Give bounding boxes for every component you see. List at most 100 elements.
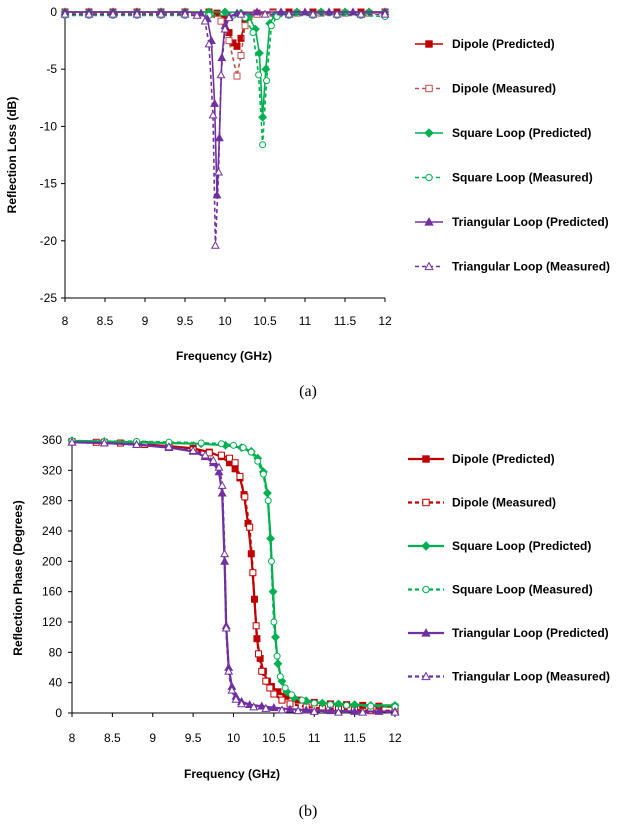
chart-a-x-tick-label: 12 <box>378 314 392 328</box>
chart-b-data-point <box>237 699 247 708</box>
chart-a-legend-label: Triangular Loop (Measured) <box>452 260 610 274</box>
chart-a-data-point <box>220 7 230 17</box>
chart-a-data-point <box>216 70 226 79</box>
chart-a-legend-marker <box>424 128 434 138</box>
chart-a-data-point <box>220 24 230 33</box>
chart-b-x-tick-label: 11 <box>308 731 321 745</box>
chart-b-legend-label: Triangular Loop (Measured) <box>452 670 610 684</box>
chart-a-y-tick-label: -25 <box>40 291 58 305</box>
chart-a-y-tick-label: -20 <box>40 234 58 248</box>
chart-a-plot: 8 8.5 9 9.5 10 10.5 11 11.5 12 0 -5 -10 -15 -20 -25 <box>40 5 392 328</box>
chart-b-data-point <box>231 694 241 703</box>
chart-b-data-point <box>261 703 271 712</box>
chart-b-data-point <box>273 652 281 660</box>
chart-a-legend-marker <box>425 84 433 93</box>
chart-b-legend: Dipole (Predicted) Dipole (Measured) Squar… <box>408 452 610 684</box>
chart-a-series-line <box>65 13 385 246</box>
chart-a-legend-marker <box>424 261 434 271</box>
chart-b-data-point <box>254 457 262 465</box>
chart-b-xlabel: Frequency (GHz) <box>184 767 280 781</box>
chart-b-data-point <box>358 707 368 716</box>
chart-b-data-point <box>267 557 275 565</box>
chart-a-x-tick-label: 8 <box>62 314 69 328</box>
chart-a-x-tick-label: 10 <box>218 314 232 328</box>
chart-a-data-point <box>267 22 275 30</box>
chart-b-data-point <box>208 455 218 464</box>
chart-a-legend-marker <box>425 173 433 182</box>
chart-a-y-tick-label: -15 <box>40 177 58 191</box>
chart-b-data-point <box>67 437 77 446</box>
chart-b-data-point <box>224 666 234 675</box>
chart-a-x-tick-label: 9 <box>142 314 149 328</box>
chart-b-data-point <box>249 702 259 711</box>
chart-a-series-line <box>65 12 385 77</box>
chart-b-series-line <box>71 440 396 708</box>
chart-a-data-point <box>233 42 241 50</box>
chart-a-y-tick-label: -5 <box>46 62 57 76</box>
chart-b-data-point <box>278 696 286 704</box>
chart-a-x-tick-label: 11.5 <box>334 314 357 328</box>
chart-b-legend-label: Triangular Loop (Predicted) <box>452 626 609 640</box>
chart-b-data-point <box>270 618 278 626</box>
chart-a-data-point <box>156 9 166 18</box>
chart-a-data-point <box>241 22 249 30</box>
chart-b-y-tick-label: 0 <box>55 706 62 720</box>
chart-b-data-point <box>288 691 296 699</box>
chart-a-data-point <box>380 9 390 18</box>
chart-b-y-tick-label: 240 <box>42 524 62 538</box>
chart-a-legend-label: Dipole (Predicted) <box>452 37 555 51</box>
chart-b-y-tick-label: 120 <box>42 615 62 629</box>
chart-b-x-tick-label: 9.5 <box>185 731 202 745</box>
chart-b-legend-item: Triangular Loop (Measured) <box>408 670 610 684</box>
chart-a-y-tick-label: -10 <box>40 119 58 133</box>
chart-b-data-point <box>264 497 272 505</box>
chart-a-data-point <box>237 51 245 59</box>
chart-a-data-point <box>263 77 271 85</box>
chart-b-y-tick-label: 80 <box>49 645 63 659</box>
chart-b-x-tick-label: 10.5 <box>262 731 286 745</box>
chart-b-data-point <box>132 439 142 448</box>
chart-a-data-point <box>259 141 267 149</box>
chart-b-plot: 8 8.5 9 9.5 10 10.5 11 11.5 12040801201602002402… <box>42 433 402 745</box>
chart-a-series-line <box>65 11 385 196</box>
chart-b-y-tick-label: 40 <box>49 676 63 690</box>
chart-b-data-point <box>241 493 249 501</box>
chart-b-series-1 <box>68 438 399 711</box>
chart-b-y-tick-label: 320 <box>42 463 62 477</box>
chart-b-data-point <box>343 701 351 709</box>
chart-b-series-3 <box>67 436 400 710</box>
chart-b-data-point <box>217 440 225 448</box>
chart-b-y-tick-label: 280 <box>42 494 62 508</box>
chart-a-legend-item: Triangular Loop (Measured) <box>415 260 610 274</box>
chart-b-legend-item: Square Loop (Predicted) <box>408 539 591 553</box>
chart-b-series-6 <box>67 437 400 716</box>
chart-b-data-point <box>99 438 109 447</box>
chart-a-xlabel: Frequency (GHz) <box>176 349 272 363</box>
chart-a-ylabel: Reflection Loss (dB) <box>5 97 19 214</box>
chart-b-x-tick-label: 12 <box>388 731 402 745</box>
chart-b-x-tick-label: 11.5 <box>343 731 366 745</box>
chart-b-series-5 <box>67 437 400 715</box>
chart-a-data-point <box>233 72 241 80</box>
chart-b-data-point <box>367 702 375 710</box>
chart-b-data-point <box>310 699 318 707</box>
chart-b-caption: (b) <box>299 803 318 820</box>
chart-b-legend-label: Dipole (Measured) <box>452 496 556 510</box>
chart-a-caption: (a) <box>299 383 317 400</box>
chart-a-x-tick-label: 9.5 <box>177 314 194 328</box>
chart-a-legend-item: Square Loop (Measured) <box>415 171 593 185</box>
chart-a-legend-label: Dipole (Measured) <box>452 82 556 96</box>
chart-b-x-tick-label: 9 <box>149 731 156 745</box>
chart-b-legend-marker <box>421 628 431 637</box>
chart-b-data-point <box>217 480 227 489</box>
chart-b-y-tick-label: 160 <box>42 585 62 599</box>
chart-b-data-point <box>255 650 263 658</box>
chart-a-data-point <box>225 37 233 45</box>
chart-b-y-tick-label: 200 <box>42 554 62 568</box>
chart-b-data-point <box>266 684 274 692</box>
chart-b-data-point <box>230 441 237 449</box>
chart-b-data-point <box>220 549 230 558</box>
chart-b-data-point <box>217 451 225 459</box>
chart-b-legend-label: Square Loop (Predicted) <box>452 539 591 553</box>
